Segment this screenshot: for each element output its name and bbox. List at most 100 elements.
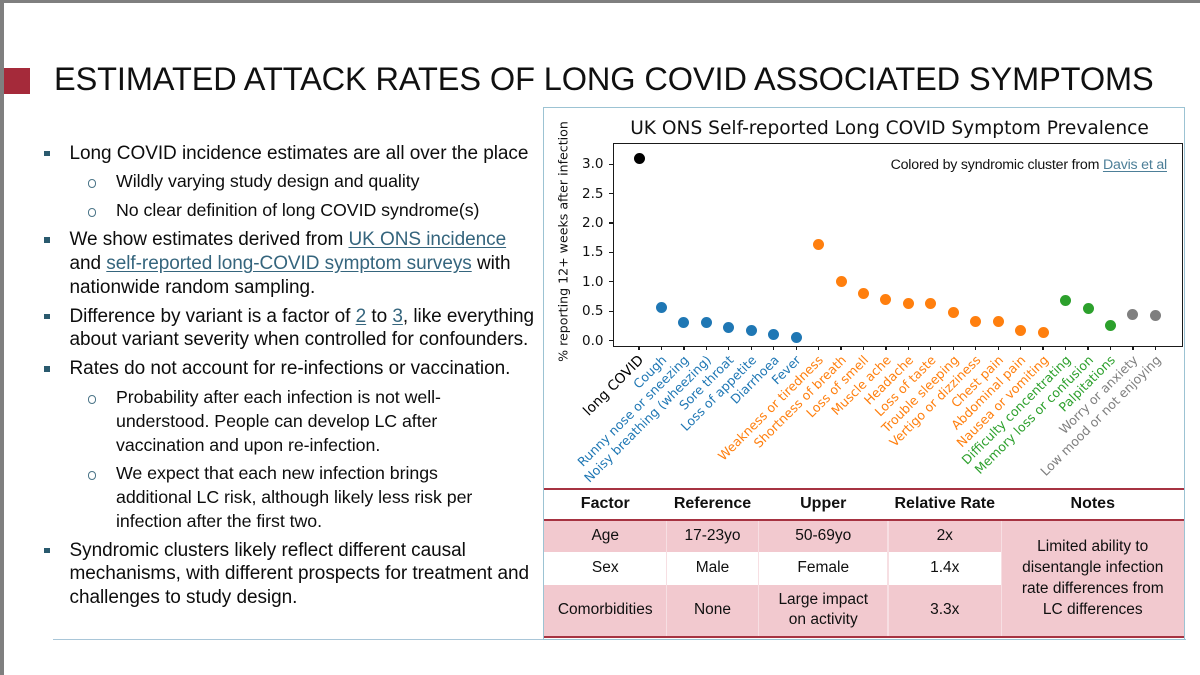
bullet-circle-marker xyxy=(87,395,96,404)
data-point-memory-loss-or-confusion xyxy=(1082,303,1094,315)
table-cell-comorbidities-rate: 3.3x xyxy=(930,600,960,618)
factor-3-link[interactable]: 3 xyxy=(392,305,403,327)
data-point-weakness-or-tiredness xyxy=(813,239,825,251)
x-tick-mark xyxy=(1109,346,1112,351)
chart-annotation: Colored by syndromic cluster from Davis … xyxy=(890,156,1168,173)
x-tick-mark xyxy=(997,346,999,351)
symptom-prevalence-chart: UK ONS Self-reported Long COVID Symptom … xyxy=(544,108,1184,488)
bullet-item-l1: Difference by variant is a factor of 2 t… xyxy=(0,305,545,352)
x-tick-mark xyxy=(728,346,730,351)
y-tick-mark xyxy=(609,310,613,312)
top-frame-bar xyxy=(0,0,1200,3)
table-cell-age-rate: 2x xyxy=(936,527,953,545)
data-point-fever xyxy=(790,331,802,343)
x-tick-mark xyxy=(660,346,663,351)
bullet-item-l1: We show estimates derived from UK ONS in… xyxy=(0,228,545,299)
table-cell-sex-upper: Female xyxy=(797,559,850,576)
table-cell-age-factor: Age xyxy=(591,527,620,545)
table-cell-sex-reference: Male xyxy=(695,559,730,576)
factor-2-link[interactable]: 2 xyxy=(355,305,367,327)
table-header-upper: Upper xyxy=(800,495,847,512)
left-frame-bar xyxy=(0,0,4,675)
data-point-nausea-or-vomiting xyxy=(1037,326,1049,338)
data-point-diarrhoea xyxy=(768,329,780,341)
bullet-item-l1: Rates do not account for re-infections o… xyxy=(0,357,545,381)
data-point-muscle-ache xyxy=(880,293,892,305)
bullet-square-marker xyxy=(44,366,50,372)
x-tick-mark xyxy=(773,346,775,351)
data-point-loss-of-smell xyxy=(858,288,869,300)
bullet-item-l2: Probability after each infection is not … xyxy=(0,386,545,457)
bullet-square-marker xyxy=(44,237,50,243)
x-tick-mark xyxy=(907,346,910,351)
x-tick-mark xyxy=(1042,346,1044,351)
y-tick-label: 2.0 xyxy=(582,215,604,231)
table-column-separator xyxy=(887,521,889,636)
bullet-item-l2: Wildly varying study design and quality xyxy=(0,170,545,194)
table-header-relative-rate: Relative Rate xyxy=(894,495,996,512)
y-tick-mark xyxy=(609,222,613,224)
bullet-square-marker xyxy=(44,313,50,320)
bullet-item-l2: No clear definition of long COVID syndro… xyxy=(0,199,545,223)
bullet-item-l2: We expect that each new infection brings… xyxy=(0,462,545,533)
data-point-trouble-sleeping xyxy=(947,306,959,318)
bullet-circle-marker xyxy=(87,179,96,188)
table-column-separator xyxy=(757,521,760,636)
data-point-loss-of-appetite xyxy=(745,324,757,336)
x-tick-mark xyxy=(1064,346,1067,351)
x-tick-mark xyxy=(1154,346,1156,351)
y-tick-label: 0.0 xyxy=(582,332,604,349)
x-tick-mark xyxy=(750,346,752,351)
x-tick-mark xyxy=(885,346,887,351)
chart-annotation-text: Colored by syndromic cluster from xyxy=(890,156,1103,173)
y-tick-label: 3.0 xyxy=(582,156,604,173)
table-header-factor: Factor xyxy=(580,495,630,512)
bullet-list: Long COVID incidence estimates are all o… xyxy=(0,142,545,610)
table-header-row: Factor Reference Upper Relative Rate Notes xyxy=(544,490,1184,519)
y-tick-label: 0.5 xyxy=(582,303,604,320)
y-tick-label: 1.0 xyxy=(582,273,604,290)
table-cell-age-reference: 17-23yo xyxy=(684,527,741,545)
x-tick-mark xyxy=(975,346,977,351)
chart-y-axis-label: % reporting 12+ weeks after infection xyxy=(555,121,571,362)
title-accent-square xyxy=(4,68,30,94)
table-cell-sex-rate: 1.4x xyxy=(930,559,960,576)
chart-title: UK ONS Self-reported Long COVID Symptom … xyxy=(630,118,1149,139)
table-top-border xyxy=(544,488,1184,490)
x-tick-mark xyxy=(817,346,820,351)
y-tick-label: 2.5 xyxy=(582,185,604,202)
chart-table-panel: UK ONS Self-reported Long COVID Symptom … xyxy=(543,107,1185,640)
table-cell-comorbidities-upper: Large impact on activity xyxy=(778,590,869,629)
x-tick-mark xyxy=(638,346,640,351)
table-cell-comorbidities-factor: Comorbidities xyxy=(557,600,653,618)
bullet-circle-marker xyxy=(87,471,96,480)
table-row-sex: Sex Male Female 1.4x xyxy=(544,552,1184,585)
x-tick-mark xyxy=(683,346,685,351)
data-point-vertigo-or-dizziness xyxy=(970,315,982,327)
y-tick-mark xyxy=(609,281,613,283)
bullet-circle-marker xyxy=(87,208,96,217)
x-tick-mark xyxy=(1020,346,1022,351)
data-point-headache xyxy=(902,298,914,310)
x-tick-mark xyxy=(1087,346,1089,351)
data-point-cough xyxy=(655,302,667,314)
x-tick-mark xyxy=(840,346,842,351)
table-column-separator xyxy=(665,521,668,636)
data-point-palpitations xyxy=(1104,319,1116,331)
table-header-notes: Notes xyxy=(1070,495,1115,512)
symptom-surveys-link[interactable]: self-reported long-COVID symptom surveys xyxy=(106,253,472,275)
table-header-reference: Reference xyxy=(673,495,752,512)
table-cell-age-upper: 50-69yo xyxy=(795,527,852,545)
davis-et-al-link[interactable]: Davis et al xyxy=(1102,156,1167,173)
x-tick-mark xyxy=(862,346,865,351)
uk-ons-incidence-link[interactable]: UK ONS incidence xyxy=(348,229,507,251)
y-tick-label: 1.5 xyxy=(582,244,604,261)
y-tick-mark xyxy=(609,163,613,165)
table-column-separator xyxy=(1000,521,1003,636)
x-tick-mark xyxy=(952,346,954,351)
table-header-border xyxy=(544,518,1184,521)
data-point-noisy-breathing-wheezing- xyxy=(700,317,712,329)
bullet-square-marker xyxy=(44,547,50,554)
chart-plot-area xyxy=(613,143,1183,347)
